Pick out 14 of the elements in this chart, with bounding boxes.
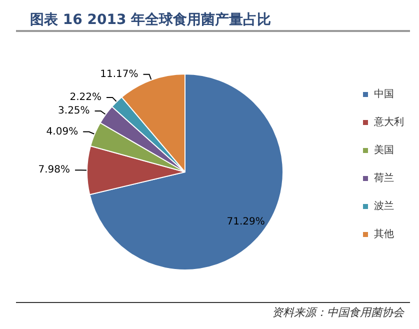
legend-label: 波兰 [374, 200, 394, 212]
data-label: 3.25% [58, 105, 90, 116]
data-label: 7.98% [38, 164, 70, 176]
data-label: 2.22% [70, 92, 102, 103]
chart-title: 图表 16 2013 年全球食用菌产量占比 [30, 11, 272, 28]
data-label: 11.17% [100, 68, 138, 80]
legend-label: 荷兰 [374, 172, 394, 184]
text: 资料来源：中国食用菌协会 [272, 306, 405, 319]
legend-label: 其他 [374, 228, 394, 240]
legend-label: 中国 [374, 88, 394, 100]
legend-label: 美国 [374, 144, 394, 156]
legend-label: 意大利 [373, 116, 404, 128]
data-label: 4.09% [46, 126, 78, 138]
data-label: 71.29% [226, 216, 265, 228]
